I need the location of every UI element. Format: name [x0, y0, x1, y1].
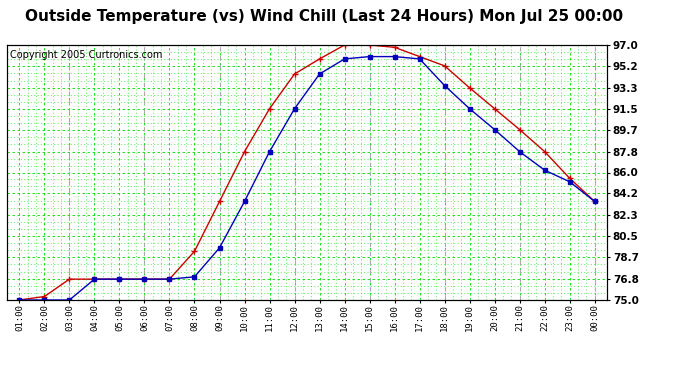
Text: Outside Temperature (vs) Wind Chill (Last 24 Hours) Mon Jul 25 00:00: Outside Temperature (vs) Wind Chill (Las…: [26, 9, 623, 24]
Text: Copyright 2005 Curtronics.com: Copyright 2005 Curtronics.com: [10, 50, 162, 60]
